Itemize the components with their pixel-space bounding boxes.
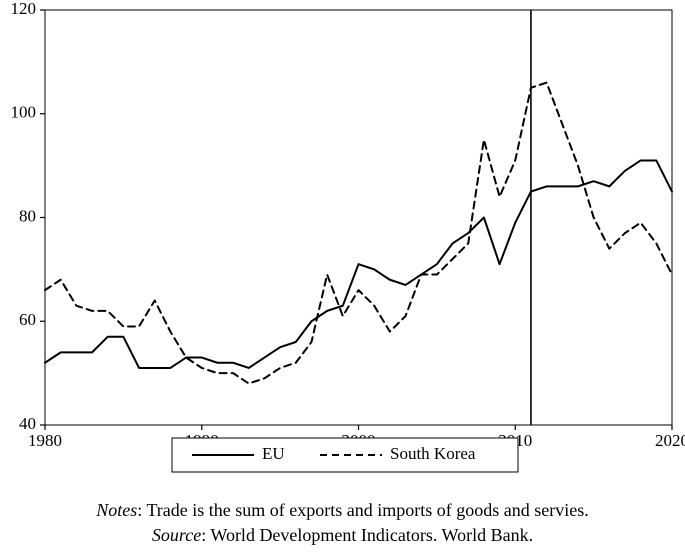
source-prefix: Source <box>152 525 201 545</box>
y-tick-label: 80 <box>19 206 36 225</box>
plot-border <box>45 10 672 425</box>
notes-prefix: Notes <box>96 500 137 520</box>
trade-line-chart: 40608010012019801990200020102020EUSouth … <box>0 0 685 480</box>
x-tick-label: 1980 <box>28 431 62 450</box>
series-line-south-korea <box>45 83 672 384</box>
series-line-eu <box>45 160 672 368</box>
chart-source-caption: Source: World Development Indicators. Wo… <box>0 525 685 546</box>
x-tick-label: 2020 <box>655 431 685 450</box>
legend-label-south-korea: South Korea <box>390 444 476 463</box>
y-tick-label: 60 <box>19 310 36 329</box>
chart-notes-caption: Notes: Trade is the sum of exports and i… <box>0 500 685 521</box>
source-text: : World Development Indicators. World Ba… <box>201 525 533 545</box>
notes-text: : Trade is the sum of exports and import… <box>137 500 588 520</box>
legend-label-eu: EU <box>262 444 285 463</box>
y-tick-label: 120 <box>11 0 37 18</box>
y-tick-label: 100 <box>11 103 37 122</box>
